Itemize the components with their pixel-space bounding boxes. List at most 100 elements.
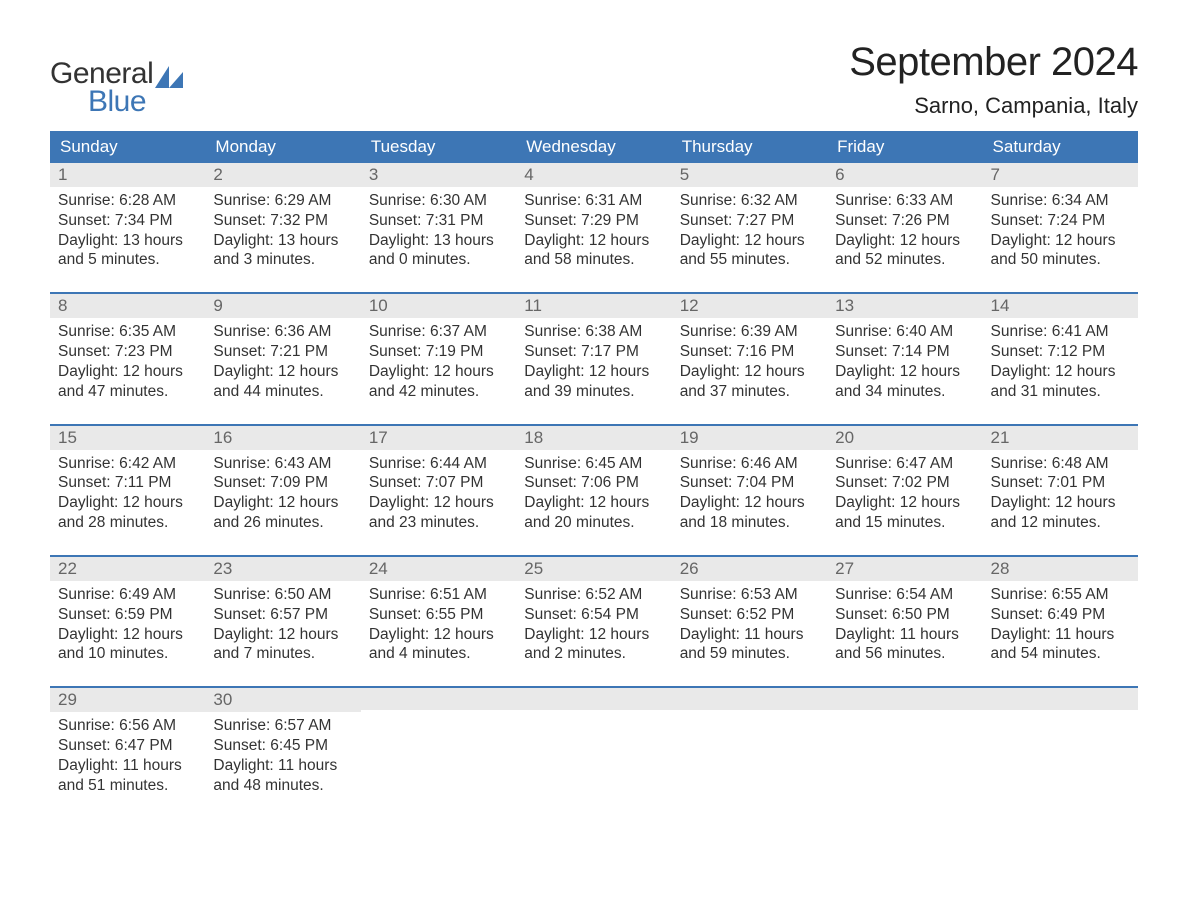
day-number: 6 <box>827 163 982 187</box>
daylight-text-1: Daylight: 12 hours <box>524 625 663 645</box>
day-cell: 29Sunrise: 6:56 AMSunset: 6:47 PMDayligh… <box>50 688 205 803</box>
sunset-text: Sunset: 7:11 PM <box>58 473 197 493</box>
daylight-text-1: Daylight: 12 hours <box>680 493 819 513</box>
weekday-saturday: Saturday <box>983 131 1138 163</box>
day-number: 28 <box>983 557 1138 581</box>
sunset-text: Sunset: 6:45 PM <box>213 736 352 756</box>
sunrise-text: Sunrise: 6:40 AM <box>835 322 974 342</box>
weekday-header-row: SundayMondayTuesdayWednesdayThursdayFrid… <box>50 131 1138 163</box>
sunset-text: Sunset: 6:52 PM <box>680 605 819 625</box>
daylight-text-1: Daylight: 12 hours <box>58 493 197 513</box>
sunset-text: Sunset: 6:54 PM <box>524 605 663 625</box>
day-number: 12 <box>672 294 827 318</box>
week-row: 22Sunrise: 6:49 AMSunset: 6:59 PMDayligh… <box>50 555 1138 672</box>
daylight-text-1: Daylight: 12 hours <box>991 231 1130 251</box>
day-details: Sunrise: 6:44 AMSunset: 7:07 PMDaylight:… <box>361 450 516 541</box>
day-number: 18 <box>516 426 671 450</box>
sunset-text: Sunset: 7:26 PM <box>835 211 974 231</box>
day-number: 22 <box>50 557 205 581</box>
daylight-text-2: and 59 minutes. <box>680 644 819 664</box>
daylight-text-2: and 18 minutes. <box>680 513 819 533</box>
day-details: Sunrise: 6:41 AMSunset: 7:12 PMDaylight:… <box>983 318 1138 409</box>
week-row: 15Sunrise: 6:42 AMSunset: 7:11 PMDayligh… <box>50 424 1138 541</box>
day-cell: 22Sunrise: 6:49 AMSunset: 6:59 PMDayligh… <box>50 557 205 672</box>
day-details: Sunrise: 6:40 AMSunset: 7:14 PMDaylight:… <box>827 318 982 409</box>
logo-bottom-word: Blue <box>88 88 183 115</box>
weekday-sunday: Sunday <box>50 131 205 163</box>
week-row: 1Sunrise: 6:28 AMSunset: 7:34 PMDaylight… <box>50 163 1138 278</box>
day-details: Sunrise: 6:46 AMSunset: 7:04 PMDaylight:… <box>672 450 827 541</box>
day-details: Sunrise: 6:30 AMSunset: 7:31 PMDaylight:… <box>361 187 516 278</box>
daylight-text-1: Daylight: 12 hours <box>680 362 819 382</box>
sunrise-text: Sunrise: 6:38 AM <box>524 322 663 342</box>
sunrise-text: Sunrise: 6:56 AM <box>58 716 197 736</box>
day-number: 25 <box>516 557 671 581</box>
sunset-text: Sunset: 6:57 PM <box>213 605 352 625</box>
day-number: 2 <box>205 163 360 187</box>
sunrise-text: Sunrise: 6:54 AM <box>835 585 974 605</box>
day-number: 27 <box>827 557 982 581</box>
daylight-text-2: and 55 minutes. <box>680 250 819 270</box>
day-number <box>983 688 1138 710</box>
day-number: 9 <box>205 294 360 318</box>
sunset-text: Sunset: 7:23 PM <box>58 342 197 362</box>
sunset-text: Sunset: 7:14 PM <box>835 342 974 362</box>
week-row: 8Sunrise: 6:35 AMSunset: 7:23 PMDaylight… <box>50 292 1138 409</box>
daylight-text-2: and 39 minutes. <box>524 382 663 402</box>
daylight-text-2: and 31 minutes. <box>991 382 1130 402</box>
day-number: 3 <box>361 163 516 187</box>
logo: General Blue <box>50 60 183 115</box>
sunset-text: Sunset: 6:47 PM <box>58 736 197 756</box>
day-number: 5 <box>672 163 827 187</box>
sunset-text: Sunset: 7:06 PM <box>524 473 663 493</box>
day-number: 21 <box>983 426 1138 450</box>
header: General Blue September 2024 Sarno, Campa… <box>50 40 1138 119</box>
daylight-text-2: and 2 minutes. <box>524 644 663 664</box>
day-number: 17 <box>361 426 516 450</box>
daylight-text-1: Daylight: 12 hours <box>58 625 197 645</box>
day-details: Sunrise: 6:31 AMSunset: 7:29 PMDaylight:… <box>516 187 671 278</box>
day-number: 29 <box>50 688 205 712</box>
daylight-text-1: Daylight: 12 hours <box>213 493 352 513</box>
logo-top-word: General <box>50 60 153 87</box>
day-cell: 12Sunrise: 6:39 AMSunset: 7:16 PMDayligh… <box>672 294 827 409</box>
day-number: 30 <box>205 688 360 712</box>
day-details: Sunrise: 6:55 AMSunset: 6:49 PMDaylight:… <box>983 581 1138 672</box>
daylight-text-2: and 52 minutes. <box>835 250 974 270</box>
sunrise-text: Sunrise: 6:39 AM <box>680 322 819 342</box>
sunrise-text: Sunrise: 6:42 AM <box>58 454 197 474</box>
daylight-text-1: Daylight: 12 hours <box>369 493 508 513</box>
daylight-text-2: and 5 minutes. <box>58 250 197 270</box>
day-cell: 9Sunrise: 6:36 AMSunset: 7:21 PMDaylight… <box>205 294 360 409</box>
day-details: Sunrise: 6:52 AMSunset: 6:54 PMDaylight:… <box>516 581 671 672</box>
daylight-text-2: and 42 minutes. <box>369 382 508 402</box>
sunrise-text: Sunrise: 6:34 AM <box>991 191 1130 211</box>
day-details: Sunrise: 6:28 AMSunset: 7:34 PMDaylight:… <box>50 187 205 278</box>
week-row: 29 Sunrise: 6:56 AMSunset: 6:47 PM Dayligh… <box>50 686 1138 803</box>
daylight-text-2: and 34 minutes. <box>835 382 974 402</box>
sunset-text: Sunset: 7:16 PM <box>680 342 819 362</box>
daylight-text-1: Daylight: 12 hours <box>680 231 819 251</box>
sunrise-text: Sunrise: 6:43 AM <box>213 454 352 474</box>
sunrise-text: Sunrise: 6:55 AM <box>991 585 1130 605</box>
daylight-text-1: Daylight: 11 hours <box>213 756 352 776</box>
day-details: Sunrise: 6:42 AMSunset: 7:11 PMDaylight:… <box>50 450 205 541</box>
calendar: SundayMondayTuesdayWednesdayThursdayFrid… <box>50 131 1138 804</box>
daylight-text-2: and 47 minutes. <box>58 382 197 402</box>
day-cell: 5Sunrise: 6:32 AMSunset: 7:27 PMDaylight… <box>672 163 827 278</box>
sunrise-text: Sunrise: 6:53 AM <box>680 585 819 605</box>
day-details: Sunrise: 6:39 AMSunset: 7:16 PMDaylight:… <box>672 318 827 409</box>
day-cell: 3Sunrise: 6:30 AMSunset: 7:31 PMDaylight… <box>361 163 516 278</box>
day-details: Sunrise: 6:34 AMSunset: 7:24 PMDaylight:… <box>983 187 1138 278</box>
daylight-text-1: Daylight: 13 hours <box>213 231 352 251</box>
daylight-text-2: and 58 minutes. <box>524 250 663 270</box>
day-cell: 18Sunrise: 6:45 AMSunset: 7:06 PMDayligh… <box>516 426 671 541</box>
day-cell: 15Sunrise: 6:42 AMSunset: 7:11 PMDayligh… <box>50 426 205 541</box>
daylight-text-1: Daylight: 11 hours <box>680 625 819 645</box>
day-cell: 10Sunrise: 6:37 AMSunset: 7:19 PMDayligh… <box>361 294 516 409</box>
day-details: Sunrise: 6:36 AMSunset: 7:21 PMDaylight:… <box>205 318 360 409</box>
daylight-text-2: and 44 minutes. <box>213 382 352 402</box>
day-details: Sunrise: 6:45 AMSunset: 7:06 PMDaylight:… <box>516 450 671 541</box>
daylight-text-1: Daylight: 12 hours <box>213 362 352 382</box>
day-number: 23 <box>205 557 360 581</box>
